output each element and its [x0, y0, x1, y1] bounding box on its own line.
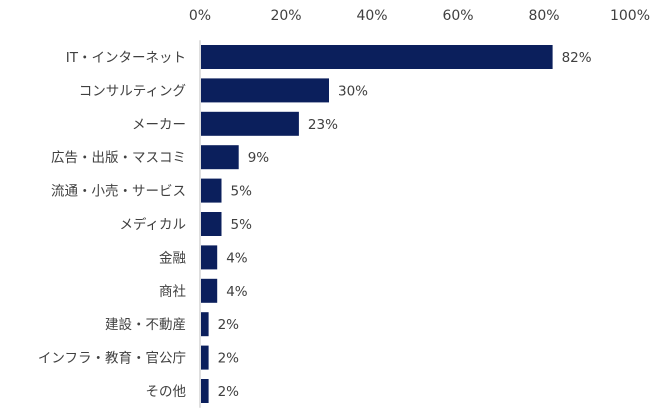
bar	[201, 345, 209, 370]
category-label: 金融	[159, 250, 186, 266]
data-label: 2%	[218, 384, 240, 400]
bar	[201, 78, 329, 103]
category-labels: IT・インターネットコンサルティングメーカー広告・出版・マスコミ流通・小売・サー…	[38, 50, 187, 400]
category-label: IT・インターネット	[66, 50, 186, 66]
x-tick-label: 20%	[270, 8, 301, 24]
bar	[201, 145, 239, 170]
bar	[201, 212, 222, 236]
data-label: 5%	[231, 184, 253, 200]
category-label: インフラ・教育・官公庁	[38, 351, 186, 367]
data-label: 23%	[308, 117, 338, 133]
bar	[201, 111, 299, 136]
data-label: 5%	[231, 217, 253, 233]
bar	[201, 245, 218, 270]
category-label: その他	[146, 384, 187, 400]
x-tick-label: 0%	[189, 8, 211, 24]
category-label: 建設・不動産	[105, 317, 186, 333]
data-label: 2%	[218, 317, 240, 333]
x-tick-label: 60%	[442, 8, 473, 24]
bars	[201, 45, 553, 403]
data-label: 9%	[248, 150, 270, 166]
data-label: 4%	[226, 284, 248, 300]
category-label: 広告・出版・マスコミ	[51, 150, 186, 166]
bar	[201, 312, 209, 337]
bar	[201, 178, 222, 203]
bar	[201, 379, 209, 403]
bar	[201, 45, 553, 69]
category-label: 流通・小売・サービス	[51, 184, 186, 200]
bar	[201, 278, 218, 303]
category-label: 商社	[159, 284, 186, 300]
category-label: メーカー	[132, 117, 186, 133]
category-label: コンサルティング	[79, 83, 186, 99]
x-tick-label: 40%	[356, 8, 387, 24]
value-labels: 82% 30% 23% 9% 5% 5% 4% 4% 2% 2% 2%	[218, 50, 592, 400]
category-label: メディカル	[119, 216, 186, 233]
data-label: 30%	[338, 83, 368, 99]
x-tick-label: 80%	[528, 8, 559, 24]
data-label: 82%	[562, 50, 592, 66]
x-axis-ticks: 0% 20% 40% 60% 80% 100%	[189, 8, 650, 24]
data-label: 2%	[218, 351, 240, 367]
data-label: 4%	[226, 250, 248, 266]
x-tick-label: 100%	[610, 8, 650, 24]
